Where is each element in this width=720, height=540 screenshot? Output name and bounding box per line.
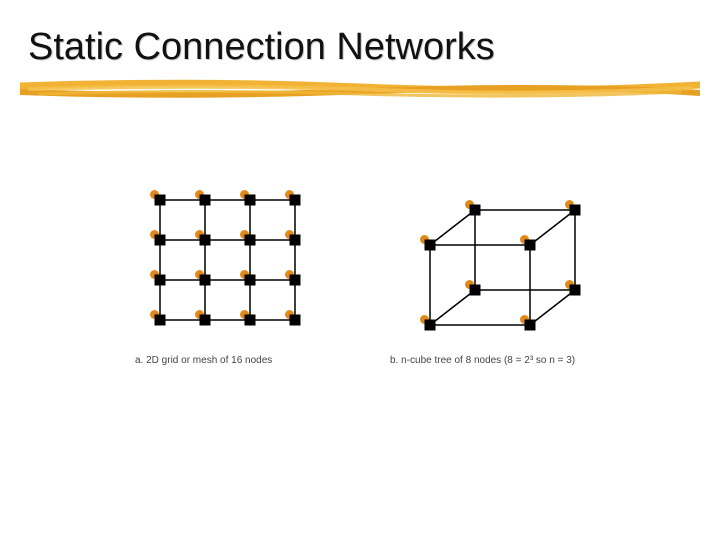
grid-mesh-diagram [140, 180, 330, 350]
cube-diagram [400, 195, 600, 350]
grid-mesh-caption: a. 2D grid or mesh of 16 nodes [135, 355, 272, 366]
cube-caption: b. n-cube tree of 8 nodes (8 = 2³ so n =… [390, 355, 575, 366]
page-title: Static Connection Networks [28, 26, 495, 69]
title-underline [20, 78, 700, 100]
